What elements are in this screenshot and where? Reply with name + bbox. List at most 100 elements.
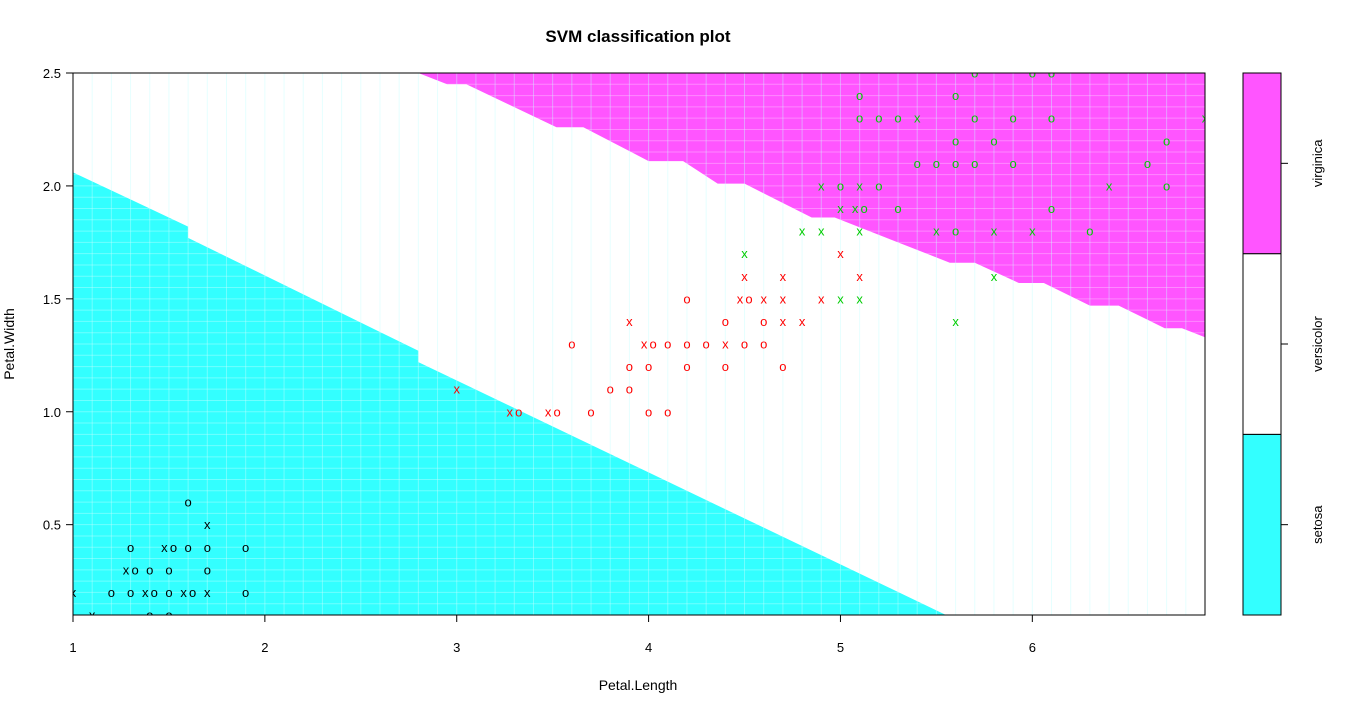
data-point-versicolor: x bbox=[780, 314, 787, 329]
data-point-virginica: o bbox=[1010, 111, 1017, 126]
data-point-virginica: o bbox=[1048, 111, 1055, 126]
y-axis: 0.5 1.0 1.5 2.0 2.5 bbox=[43, 66, 73, 533]
data-point-versicolor: x bbox=[722, 337, 729, 352]
data-point-virginica: o bbox=[952, 133, 959, 148]
data-point-versicolor: x bbox=[818, 291, 825, 306]
data-point-virginica: x bbox=[837, 291, 844, 306]
data-point-virginica: o bbox=[952, 224, 959, 239]
data-point-setosa: o bbox=[185, 495, 192, 510]
data-point-setosa: x bbox=[180, 585, 187, 600]
data-point-virginica: o bbox=[952, 156, 959, 171]
data-point-versicolor: x bbox=[799, 314, 806, 329]
data-point-versicolor: o bbox=[645, 359, 652, 374]
data-point-setosa: x bbox=[161, 540, 168, 555]
data-point-virginica: x bbox=[952, 314, 959, 329]
data-point-versicolor: o bbox=[722, 359, 729, 374]
data-point-setosa: o bbox=[204, 540, 211, 555]
data-point-setosa: o bbox=[189, 585, 196, 600]
data-point-virginica: o bbox=[875, 111, 882, 126]
y-tick-label: 2.5 bbox=[43, 66, 61, 81]
data-point-setosa: o bbox=[185, 540, 192, 555]
data-point-versicolor: x bbox=[626, 314, 633, 329]
data-point-versicolor: o bbox=[554, 404, 561, 419]
chart-title: SVM classification plot bbox=[545, 27, 730, 46]
data-point-virginica: o bbox=[1086, 224, 1093, 239]
data-point-versicolor: o bbox=[649, 337, 656, 352]
data-point-versicolor: x bbox=[737, 291, 744, 306]
virginica-region bbox=[418, 73, 1205, 338]
data-point-setosa: x bbox=[204, 585, 211, 600]
data-point-virginica: o bbox=[875, 178, 882, 193]
data-point-virginica: x bbox=[799, 224, 806, 239]
x-tick-label: 2 bbox=[261, 640, 268, 655]
data-point-virginica: o bbox=[990, 133, 997, 148]
legend-swatch-virginica bbox=[1242, 72, 1282, 255]
data-point-versicolor: x bbox=[780, 291, 787, 306]
data-point-setosa: x bbox=[89, 608, 96, 623]
data-point-virginica: x bbox=[991, 269, 998, 284]
data-point-setosa: x bbox=[70, 585, 77, 600]
x-tick-label: 3 bbox=[453, 640, 460, 655]
data-point-setosa: x bbox=[123, 562, 130, 577]
data-point-versicolor: o bbox=[683, 337, 690, 352]
data-point-versicolor: o bbox=[626, 359, 633, 374]
data-point-virginica: o bbox=[861, 201, 868, 216]
data-point-versicolor: x bbox=[837, 246, 844, 261]
data-point-versicolor: x bbox=[760, 291, 767, 306]
data-point-virginica: x bbox=[1029, 224, 1036, 239]
setosa-region bbox=[73, 172, 946, 615]
data-point-virginica: o bbox=[971, 66, 978, 81]
data-point-setosa: o bbox=[165, 608, 172, 623]
data-point-setosa: o bbox=[204, 562, 211, 577]
data-point-virginica: o bbox=[856, 88, 863, 103]
data-point-virginica: x bbox=[933, 224, 940, 239]
y-tick-label: 1.0 bbox=[43, 405, 61, 420]
data-point-versicolor: o bbox=[587, 404, 594, 419]
x-tick-label: 6 bbox=[1029, 640, 1036, 655]
data-point-setosa: o bbox=[170, 540, 177, 555]
data-point-setosa: x bbox=[204, 517, 211, 532]
data-point-virginica: x bbox=[837, 201, 844, 216]
data-point-setosa: o bbox=[127, 540, 134, 555]
x-axis-label: Petal.Length bbox=[599, 677, 678, 693]
data-point-versicolor: o bbox=[664, 404, 671, 419]
legend-label-versicolor: versicolor bbox=[1310, 316, 1325, 372]
data-point-setosa: o bbox=[146, 608, 153, 623]
data-point-setosa: o bbox=[151, 585, 158, 600]
data-point-setosa: x bbox=[142, 585, 149, 600]
data-point-virginica: o bbox=[856, 111, 863, 126]
data-point-virginica: o bbox=[1144, 156, 1151, 171]
data-point-virginica: x bbox=[991, 224, 998, 239]
data-point-virginica: x bbox=[856, 291, 863, 306]
plot-area: oxo x o o o ox o o o ox o o x o o x o x ox o oxx x xo x o x x xx o o x… bbox=[70, 66, 1205, 623]
y-tick-label: 0.5 bbox=[43, 518, 61, 533]
data-point-virginica: o bbox=[1048, 66, 1055, 81]
data-point-virginica: o bbox=[1163, 178, 1170, 193]
x-tick-label: 4 bbox=[645, 640, 652, 655]
data-point-virginica: o bbox=[914, 156, 921, 171]
data-point-virginica: x bbox=[741, 246, 748, 261]
data-point-versicolor: x bbox=[507, 404, 514, 419]
data-point-versicolor: o bbox=[741, 337, 748, 352]
legend-label-virginica: virginica bbox=[1310, 139, 1325, 187]
data-point-versicolor: x bbox=[741, 269, 748, 284]
x-tick-label: 5 bbox=[837, 640, 844, 655]
data-point-setosa: o bbox=[242, 585, 249, 600]
data-point-setosa: o bbox=[165, 562, 172, 577]
data-point-versicolor: o bbox=[645, 404, 652, 419]
data-point-setosa: o bbox=[127, 585, 134, 600]
legend-label-setosa: setosa bbox=[1310, 505, 1325, 544]
data-point-versicolor: o bbox=[664, 337, 671, 352]
data-point-virginica: x bbox=[1106, 178, 1113, 193]
data-point-virginica: o bbox=[894, 201, 901, 216]
data-point-versicolor: o bbox=[568, 337, 575, 352]
legend-swatch-setosa bbox=[1242, 433, 1282, 616]
x-tick-label: 1 bbox=[69, 640, 76, 655]
data-point-virginica: o bbox=[971, 111, 978, 126]
data-point-virginica: o bbox=[837, 178, 844, 193]
cell-lines bbox=[73, 73, 1205, 615]
data-point-virginica: o bbox=[1048, 201, 1055, 216]
data-point-virginica: x bbox=[856, 178, 863, 193]
data-point-versicolor: x bbox=[641, 337, 648, 352]
